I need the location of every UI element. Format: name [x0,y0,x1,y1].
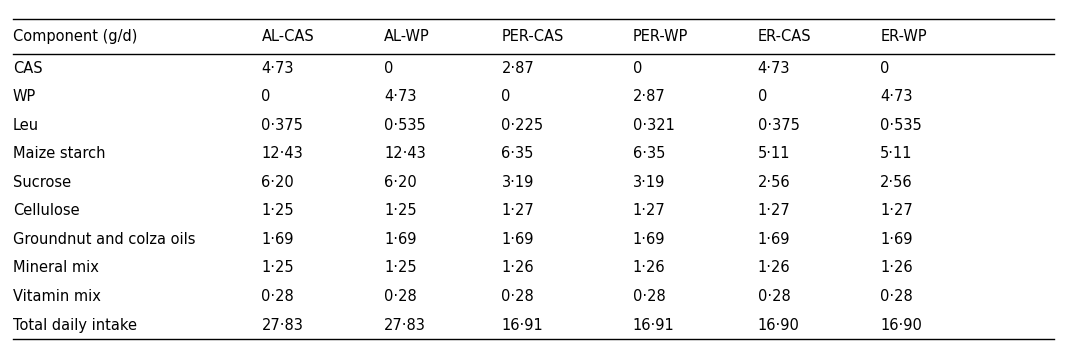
Text: 0: 0 [758,89,767,104]
Text: 0: 0 [261,89,271,104]
Text: 5·11: 5·11 [880,146,912,161]
Text: WP: WP [13,89,36,104]
Text: 1·25: 1·25 [261,203,294,219]
Text: 3·19: 3·19 [633,175,665,190]
Text: 6·35: 6·35 [633,146,665,161]
Text: 1·27: 1·27 [501,203,535,219]
Text: 2·56: 2·56 [758,175,791,190]
Text: 3·19: 3·19 [501,175,534,190]
Text: 1·26: 1·26 [880,260,913,276]
Text: 0·28: 0·28 [880,289,913,304]
Text: 1·69: 1·69 [501,232,534,247]
Text: 0: 0 [633,61,642,76]
Text: 1·26: 1·26 [633,260,666,276]
Text: 2·56: 2·56 [880,175,913,190]
Text: 16·91: 16·91 [501,317,543,333]
Text: AL-CAS: AL-CAS [261,29,314,44]
Text: 0: 0 [501,89,511,104]
Text: ER-CAS: ER-CAS [758,29,811,44]
Text: 0·375: 0·375 [758,118,799,133]
Text: 1·69: 1·69 [384,232,416,247]
Text: Groundnut and colza oils: Groundnut and colza oils [13,232,195,247]
Text: 1·26: 1·26 [758,260,791,276]
Text: AL-WP: AL-WP [384,29,430,44]
Text: 1·25: 1·25 [384,203,417,219]
Text: 12·43: 12·43 [261,146,303,161]
Text: 0·28: 0·28 [758,289,791,304]
Text: 1·27: 1·27 [880,203,913,219]
Text: 0·28: 0·28 [261,289,294,304]
Text: 16·90: 16·90 [880,317,922,333]
Text: 0·535: 0·535 [880,118,922,133]
Text: 1·27: 1·27 [633,203,666,219]
Text: CAS: CAS [13,61,43,76]
Text: 2·87: 2·87 [501,61,535,76]
Text: 1·69: 1·69 [633,232,665,247]
Text: 5·11: 5·11 [758,146,790,161]
Text: Maize starch: Maize starch [13,146,106,161]
Text: ER-WP: ER-WP [880,29,927,44]
Text: 4·73: 4·73 [758,61,790,76]
Text: Sucrose: Sucrose [13,175,70,190]
Text: 2·87: 2·87 [633,89,666,104]
Text: 27·83: 27·83 [384,317,426,333]
Text: Component (g/d): Component (g/d) [13,29,138,44]
Text: 1·27: 1·27 [758,203,791,219]
Text: 0·375: 0·375 [261,118,303,133]
Text: 1·25: 1·25 [261,260,294,276]
Text: 1·69: 1·69 [880,232,912,247]
Text: Cellulose: Cellulose [13,203,79,219]
Text: 0: 0 [384,61,394,76]
Text: 16·90: 16·90 [758,317,799,333]
Text: Leu: Leu [13,118,38,133]
Text: 0·28: 0·28 [633,289,666,304]
Text: Mineral mix: Mineral mix [13,260,98,276]
Text: 4·73: 4·73 [261,61,293,76]
Text: 0: 0 [880,61,890,76]
Text: 6·35: 6·35 [501,146,534,161]
Text: 27·83: 27·83 [261,317,303,333]
Text: 4·73: 4·73 [384,89,416,104]
Text: 0·535: 0·535 [384,118,426,133]
Text: 1·25: 1·25 [384,260,417,276]
Text: 0·28: 0·28 [384,289,417,304]
Text: 0·28: 0·28 [501,289,535,304]
Text: 12·43: 12·43 [384,146,426,161]
Text: 4·73: 4·73 [880,89,912,104]
Text: 1·26: 1·26 [501,260,535,276]
Text: 0·321: 0·321 [633,118,674,133]
Text: 1·69: 1·69 [261,232,293,247]
Text: 1·69: 1·69 [758,232,790,247]
Text: 6·20: 6·20 [384,175,417,190]
Text: 6·20: 6·20 [261,175,294,190]
Text: 16·91: 16·91 [633,317,674,333]
Text: 0·225: 0·225 [501,118,543,133]
Text: Total daily intake: Total daily intake [13,317,137,333]
Text: PER-CAS: PER-CAS [501,29,563,44]
Text: Vitamin mix: Vitamin mix [13,289,100,304]
Text: PER-WP: PER-WP [633,29,688,44]
